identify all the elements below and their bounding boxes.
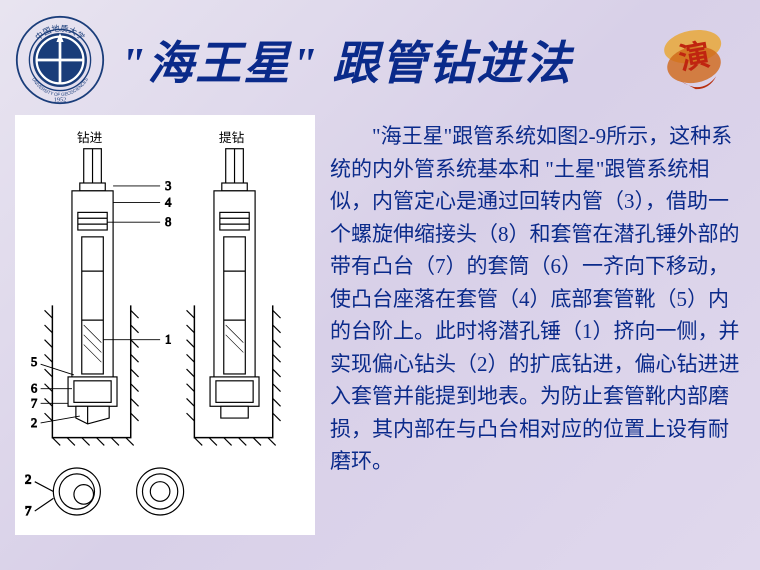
header: 中国地质大学 UNIVERSITY OF GEOSCIENCES 1952 "海… (0, 0, 760, 115)
svg-text:8: 8 (165, 215, 171, 229)
content-area: 钻进 提钻 (0, 115, 760, 535)
svg-text:7: 7 (25, 504, 31, 518)
svg-text:4: 4 (165, 196, 172, 210)
svg-text:1: 1 (165, 333, 171, 347)
svg-text:2: 2 (31, 416, 37, 430)
svg-text:6: 6 (31, 382, 37, 396)
svg-text:2: 2 (25, 473, 31, 487)
logo-year: 1952 (54, 96, 67, 103)
svg-text:3: 3 (165, 179, 171, 193)
technical-diagram: 钻进 提钻 (15, 115, 315, 535)
stamp-decoration-icon: 演 (650, 15, 740, 105)
svg-text:演: 演 (676, 38, 712, 77)
university-logo: 中国地质大学 UNIVERSITY OF GEOSCIENCES 1952 (15, 15, 105, 105)
right-drill-assembly (187, 149, 281, 446)
svg-text:7: 7 (31, 396, 37, 410)
cross-section: 2 7 (25, 468, 184, 518)
body-text: "海王星"跟管系统如图2-9所示，这种系统的内外管系统基本和 "土星"跟管系统相… (315, 115, 745, 535)
diagram-label-right: 提钻 (219, 130, 245, 145)
page-title: "海王星" 跟管钻进法 (120, 27, 740, 93)
diagram-label-left: 钻进 (77, 131, 103, 145)
svg-text:5: 5 (31, 355, 37, 369)
left-drill-assembly (45, 149, 139, 446)
